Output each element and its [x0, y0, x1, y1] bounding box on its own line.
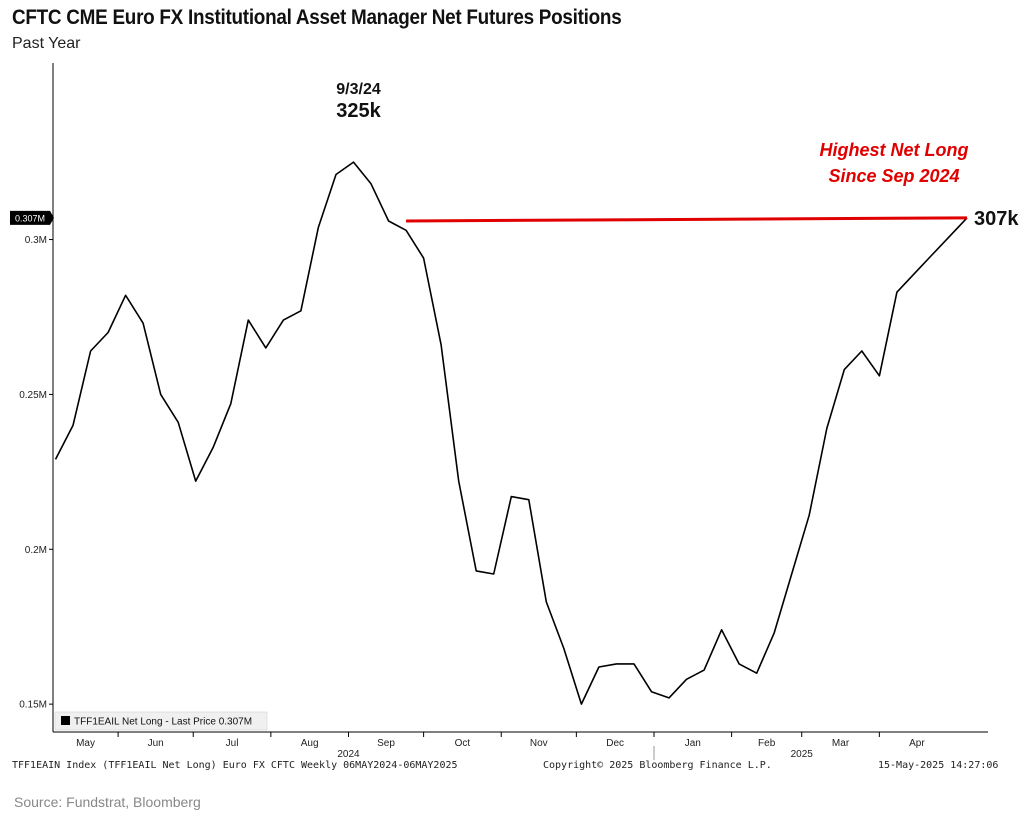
y-tick-label: 0.3M	[25, 235, 47, 246]
callout-line-2: Since Sep 2024	[828, 166, 959, 186]
chart-title: CFTC CME Euro FX Institutional Asset Man…	[12, 6, 622, 29]
footer-copyright: Copyright© 2025 Bloomberg Finance L.P.	[543, 760, 772, 771]
x-tick-label: Dec	[606, 738, 624, 749]
footer-index-info: TFF1EAIN Index (TFF1EAIL Net Long) Euro …	[12, 760, 458, 771]
last-price-marker	[10, 210, 50, 225]
x-tick-label: May	[76, 738, 95, 749]
highest-net-long-line	[406, 216, 968, 223]
last-price-marker-arrow	[50, 210, 54, 225]
x-tick-label: Apr	[909, 738, 925, 749]
x-tick-label: Mar	[832, 738, 850, 749]
x-tick-label: Aug	[301, 738, 319, 749]
line-chart: 0.15M 0.2M 0.25M 0.3M 0.307M May Jun Jul Aug Sep O…	[10, 63, 1019, 760]
x-tick-label: Jul	[226, 738, 239, 749]
end-value-label: 307k	[974, 208, 1019, 230]
x-tick-label: Nov	[530, 738, 548, 749]
year-label: 2025	[791, 749, 814, 760]
legend-box	[54, 711, 268, 731]
year-label: 2024	[337, 749, 360, 760]
x-tick-label: Jan	[685, 738, 701, 749]
x-tick-label: Sep	[377, 738, 395, 749]
y-tick-label: 0.25M	[19, 390, 47, 401]
y-tick-label: 0.15M	[19, 700, 47, 711]
peak-value-label: 325k	[336, 100, 381, 122]
peak-date-label: 9/3/24	[336, 81, 381, 98]
callout-line-1: Highest Net Long	[820, 140, 969, 160]
x-tick-label: Oct	[455, 738, 471, 749]
last-price-label: 0.307M	[15, 213, 45, 223]
y-tick-label: 0.2M	[25, 545, 47, 556]
legend-swatch	[61, 716, 70, 725]
chart-subtitle: Past Year	[12, 35, 81, 52]
series-line-net-long	[54, 161, 968, 705]
legend-label: TFF1EAIL Net Long - Last Price 0.307M	[74, 717, 252, 728]
x-tick-label: Feb	[758, 738, 776, 749]
source-note: Source: Fundstrat, Bloomberg	[14, 794, 201, 810]
footer-timestamp: 15-May-2025 14:27:06	[878, 760, 999, 771]
x-tick-label: Jun	[148, 738, 164, 749]
